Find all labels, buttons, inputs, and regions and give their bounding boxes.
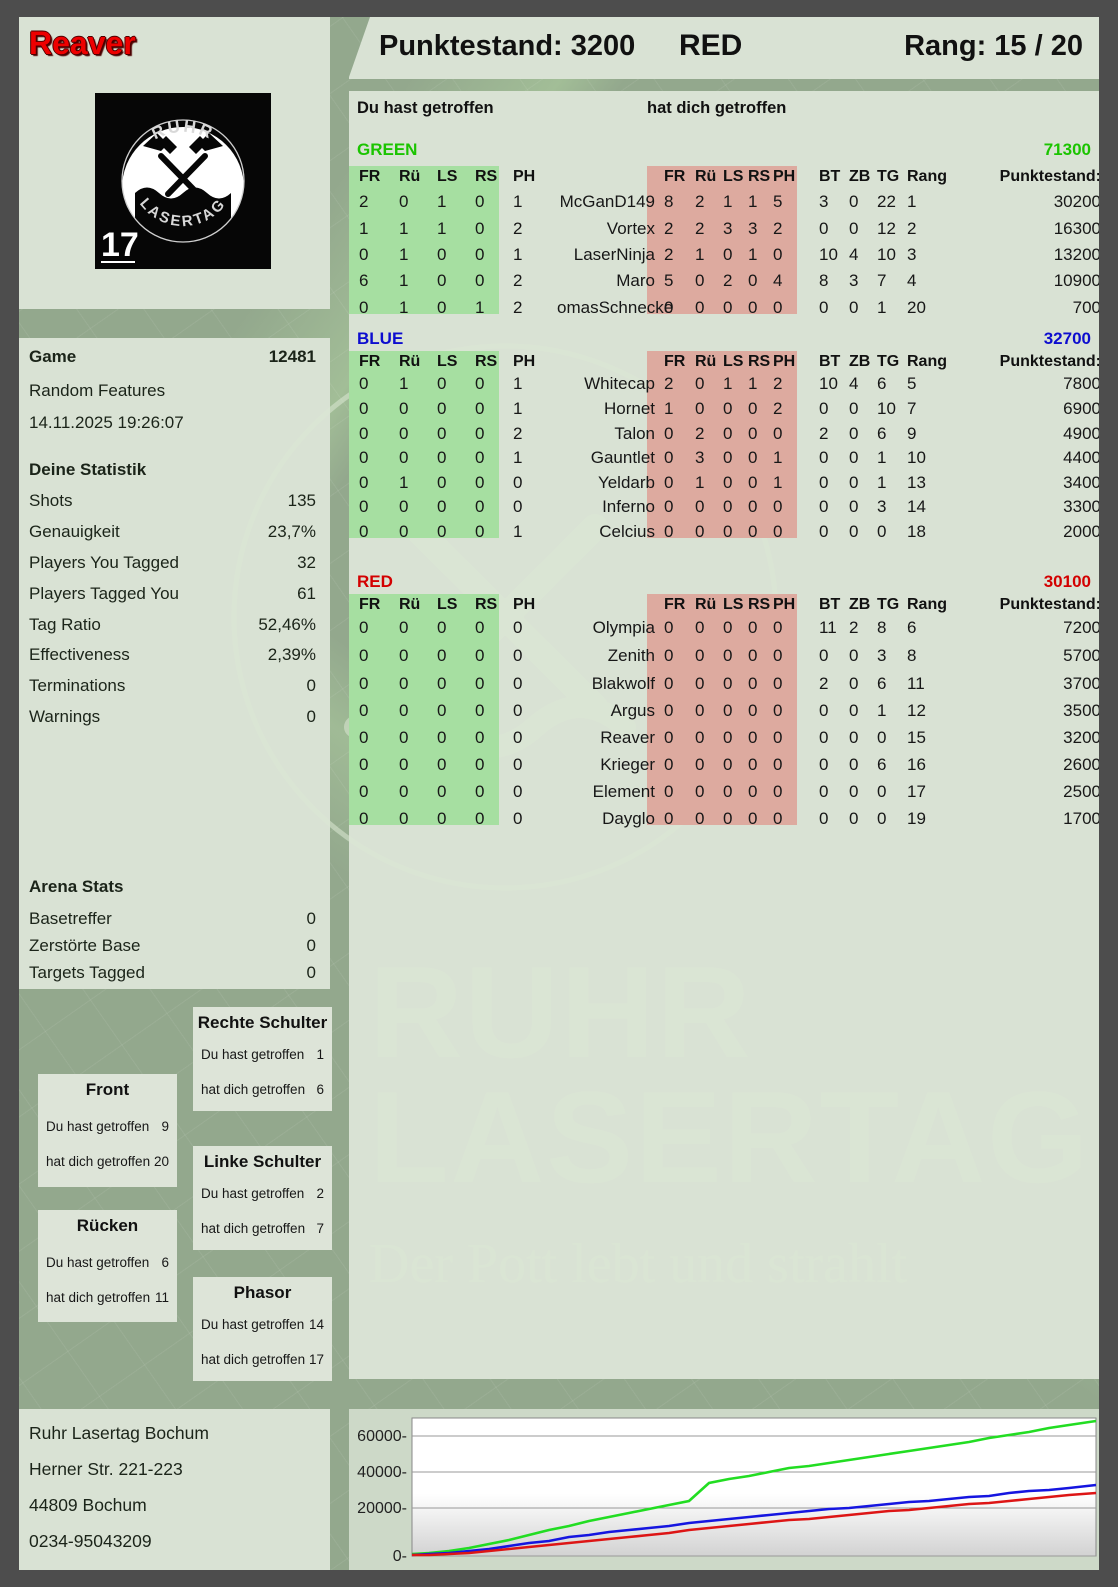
svg-text:40000-: 40000- — [357, 1464, 407, 1481]
svg-text:60000-: 60000- — [357, 1428, 407, 1445]
svg-text:0-: 0- — [393, 1548, 407, 1565]
svg-text:LASERTAG: LASERTAG — [369, 1064, 1090, 1210]
svg-text:20000-: 20000- — [357, 1500, 407, 1517]
svg-text:Der Pott lebt und strahlt: Der Pott lebt und strahlt — [369, 1233, 908, 1295]
svg-text:17: 17 — [101, 226, 139, 264]
